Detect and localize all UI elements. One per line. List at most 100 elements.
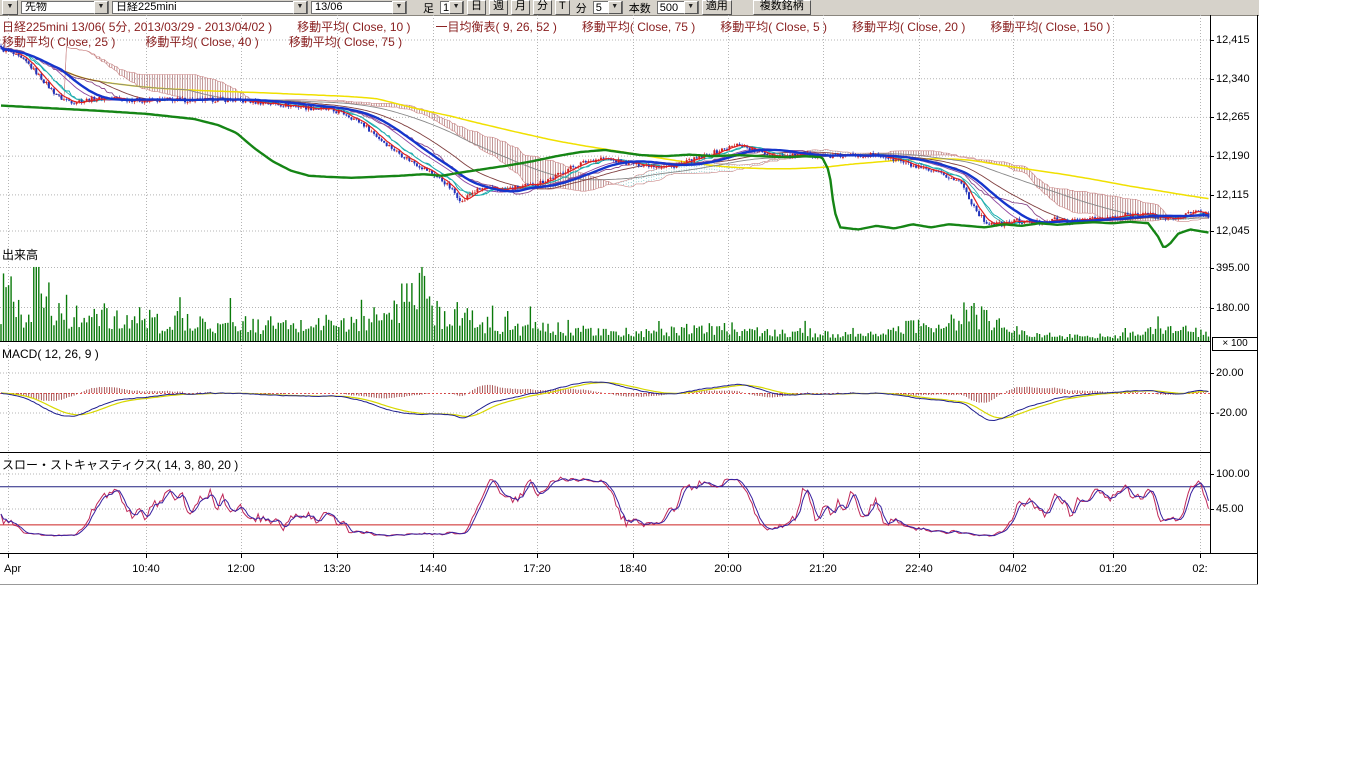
minute-unit-label: 分 [573,0,590,16]
chevron-down-icon[interactable]: ▼ [94,1,108,14]
price-axis-column: 12,415 12,340 12,265 12,190 12,115 12,045 395.… [1210,0,1259,585]
time-tick-label: 04/02 [989,563,1037,575]
time-tick [919,554,920,558]
macd-pane-label: MACD( 12, 26, 9 ) [2,347,99,361]
time-tick [1113,554,1114,558]
indicator-label: 移動平均( Close, 75 ) [582,18,695,35]
contract-select-value: 13/06 [315,2,392,13]
minute-value: 5 [596,2,602,14]
axis-tick-label: 395.00 [1216,262,1250,274]
frame-bottom-line [0,584,1258,585]
time-tick-label: 17:20 [513,563,561,575]
axis-tick [1210,195,1214,196]
axis-tick [1210,308,1214,309]
axis-tick-label: 12,115 [1216,189,1249,201]
volume-multiplier-badge: × 100 [1212,337,1258,351]
pane-divider [0,452,1210,453]
market-select[interactable]: 先物 ▼ [21,1,109,14]
time-tick-label: 01:20 [1089,563,1137,575]
time-tick [433,554,434,558]
axis-tick [1210,373,1214,374]
axis-tick [1210,509,1214,510]
time-tick-label: 14:40 [409,563,457,575]
time-tick-label: 22:40 [895,563,943,575]
pane-divider [0,341,1210,342]
time-tick [146,554,147,558]
minute-input[interactable]: 5 ▼ [593,1,623,14]
indicator-label: 移動平均( Close, 150 ) [990,18,1110,35]
axis-tick-label: 12,190 [1216,150,1250,162]
chevron-down-icon[interactable]: ▼ [293,1,307,14]
count-label: 本数 [626,0,654,16]
axis-tick-label: 12,340 [1216,73,1250,85]
time-tick-label: 20:00 [704,563,752,575]
count-value: 500 [660,2,678,14]
spinner-icon[interactable]: ▼ [608,1,622,14]
time-tick [8,554,9,558]
time-tick-label: 10:40 [122,563,170,575]
axis-tick [1210,268,1214,269]
axis-tick [1210,40,1214,41]
bar-type-label: 足 [420,0,437,16]
axis-tick [1210,117,1214,118]
interval-input[interactable]: 1 ▼ [440,1,464,14]
axis-tick-label: -20.00 [1216,407,1247,419]
period-minute-button[interactable]: 分 [533,0,552,15]
axis-tick-label: 180.00 [1216,302,1250,314]
axis-tick [1210,474,1214,475]
volume-chart[interactable] [0,252,1210,341]
axis-tick-label: 12,265 [1216,111,1250,123]
time-tick [1200,554,1201,558]
chart-application: ▼ 先物 ▼ 日経225mini ▼ 13/06 ▼ 足 1 ▼ 日 週 月 分… [0,0,1366,768]
window-menu-icon[interactable]: ▼ [2,0,18,15]
period-week-button[interactable]: 週 [489,0,508,15]
time-tick [537,554,538,558]
axis-tick-label: 20.00 [1216,367,1244,379]
time-tick [728,554,729,558]
axis-tick [1210,79,1214,80]
period-month-button[interactable]: 月 [511,0,530,15]
indicator-label: 移動平均( Close, 40 ) [145,33,258,50]
symbol-select-value: 日経225mini [116,2,293,13]
time-tick [633,554,634,558]
macd-chart[interactable] [0,345,1210,452]
time-tick [337,554,338,558]
volume-pane-label: 出来高 [2,246,38,263]
axis-tick [1210,156,1214,157]
axis-tick-label: 45.00 [1216,503,1244,515]
indicator-label: 移動平均( Close, 25 ) [2,33,115,50]
stochastics-pane-label: スロー・ストキャスティクス( 14, 3, 80, 20 ) [2,456,238,473]
time-axis: Apr 10:40 12:00 13:20 14:40 17:20 18:40 20:00 21… [0,553,1258,582]
market-select-value: 先物 [25,2,94,13]
indicator-label: 移動平均( Close, 5 ) [720,18,827,35]
spinner-icon[interactable]: ▼ [684,1,698,14]
multi-symbol-button[interactable]: 複数銘柄 [753,0,811,15]
symbol-select[interactable]: 日経225mini ▼ [112,1,308,14]
axis-tick-label: 12,415 [1216,34,1250,46]
spinner-icon[interactable]: ▼ [449,1,463,14]
apply-button[interactable]: 適用 [702,0,732,15]
time-tick-label: 18:40 [609,563,657,575]
indicator-label: 一目均衡表( 9, 26, 52 ) [436,18,557,35]
time-tick [1013,554,1014,558]
time-tick-label: 12:00 [217,563,265,575]
axis-tick-label: 12,045 [1216,225,1250,237]
toolbar: ▼ 先物 ▼ 日経225mini ▼ 13/06 ▼ 足 1 ▼ 日 週 月 分… [0,0,1259,16]
indicator-header-line2: 移動平均( Close, 25 ) 移動平均( Close, 40 ) 移動平均… [2,33,402,50]
axis-tick [1210,231,1214,232]
tick-button[interactable]: T [555,0,570,15]
indicator-label: 移動平均( Close, 75 ) [289,33,402,50]
axis-tick-label: 100.00 [1216,468,1250,480]
count-input[interactable]: 500 ▼ [657,1,699,14]
time-tick [823,554,824,558]
chevron-down-icon[interactable]: ▼ [392,1,406,14]
time-tick-label: 13:20 [313,563,361,575]
price-chart[interactable] [0,15,1210,250]
period-day-button[interactable]: 日 [467,0,486,15]
contract-select[interactable]: 13/06 ▼ [311,1,407,14]
axis-tick [1210,413,1214,414]
time-tick [241,554,242,558]
time-tick-label: Apr [4,563,21,575]
time-tick-label: 21:20 [799,563,847,575]
indicator-label: 移動平均( Close, 20 ) [852,18,965,35]
